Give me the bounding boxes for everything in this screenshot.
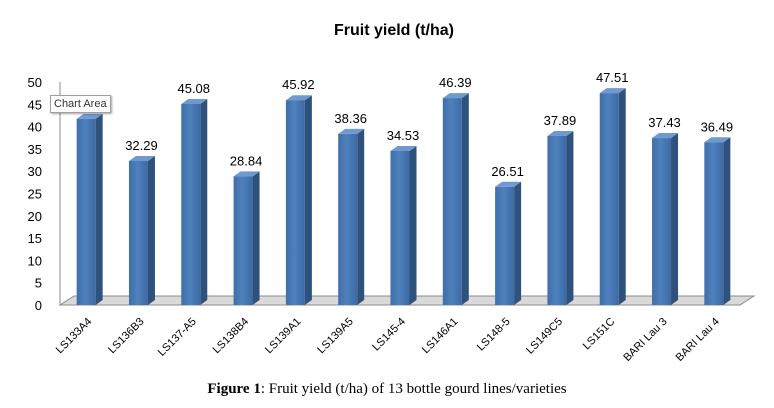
bar-top [442,93,469,99]
bar-side [723,137,731,305]
data-label: 38.36 [334,111,367,126]
bar [390,145,417,305]
bar-front [233,176,253,305]
x-tick-label: LS136B3 [106,316,146,356]
bar [704,137,731,305]
x-tick-label: LS138B4 [211,316,251,356]
bar-top [128,155,155,161]
bar-front [338,133,358,305]
y-tick-label: 35 [28,142,42,157]
bar-side [147,155,155,305]
x-tick-label: LS139A1 [263,316,303,356]
bar-side [671,133,679,305]
bar-top [285,95,312,101]
bar-side [304,95,312,305]
bar [181,98,208,305]
bar [442,93,469,305]
bar [338,128,365,305]
data-label: 47.51 [596,70,629,85]
bar-front [390,150,410,305]
figure-caption-label: Figure 1 [207,381,261,397]
bar-top [704,137,731,143]
bar-front [181,103,201,305]
bar-front [704,142,724,305]
bar-front [442,98,462,305]
y-tick-label: 0 [35,298,42,313]
bar-top [76,113,103,119]
data-label: 45.92 [282,77,315,92]
data-label: 28.84 [230,153,263,168]
bar-side [566,131,574,305]
y-tick-label: 25 [28,187,42,202]
chart: Fruit yield (t/ha) 0 5 10 15 20 25 30 35 40 45 50 4… [28,22,756,364]
bar-side [618,88,626,305]
bar-side [514,181,522,305]
x-tick-label: LS151C [581,316,618,353]
data-label: 45.08 [177,81,210,96]
bar-side [252,171,260,305]
figure-caption: Figure 1: Fruit yield (t/ha) of 13 bottl… [0,381,774,398]
y-tick-label: 20 [28,209,42,224]
bar [76,113,103,305]
bar-front [128,160,148,305]
x-tick-label: LS146A1 [420,316,460,356]
x-tick-label: LS149C5 [524,316,565,357]
x-tick-label: LS133A4 [54,316,94,356]
data-label: 34.53 [387,128,420,143]
bar [652,133,679,305]
y-tick-label: 15 [28,231,42,246]
bar-front [285,100,305,305]
data-label: 37.89 [544,113,577,128]
y-tick-label: 45 [28,97,42,112]
figure-caption-text: : Fruit yield (t/ha) of 13 bottle gourd … [260,381,567,397]
x-tick-label: BARI Lau 4 [674,316,722,364]
bar-side [409,145,417,305]
bar [547,131,574,305]
bar-side [461,93,469,305]
bar [599,88,626,305]
x-tick-label: LS148-5 [475,316,513,354]
data-label: 26.51 [491,164,524,179]
bar-top [338,128,365,134]
bar-front [76,118,96,305]
bar [285,95,312,305]
bar-top [547,131,574,137]
bar-side [200,98,208,305]
x-tick-label: LS137-A5 [156,316,199,359]
y-tick-label: 30 [28,164,42,179]
x-tick-label: LS145-4 [370,316,408,354]
data-label: 46.39 [439,75,472,90]
bar [233,171,260,305]
bar [128,155,155,305]
bar-top [181,98,208,104]
bar-top [233,171,260,177]
y-tick-label: 5 [35,276,42,291]
bar-top [390,145,417,151]
chart-area-tooltip: Chart Area [50,95,111,113]
data-label: 36.49 [701,119,734,134]
bars [76,88,731,305]
bar-top [599,88,626,94]
bar [495,181,522,305]
data-label: 32.29 [125,138,158,153]
chart-title: Fruit yield (t/ha) [334,22,454,39]
bar-side [357,128,365,305]
y-tick-label: 40 [28,120,42,135]
bar-front [652,138,672,305]
y-tick-label: 10 [28,253,42,268]
bar-top [495,181,522,187]
data-label: 37.43 [648,115,681,130]
x-tick-label: BARI Lau 3 [621,316,669,364]
bar-front [547,136,567,305]
bar-front [495,186,515,305]
bar-top [652,133,679,139]
y-tick-label: 50 [28,75,42,90]
x-tick-label: LS139A5 [315,316,355,356]
bar-side [95,113,103,305]
bar-front [599,93,619,305]
